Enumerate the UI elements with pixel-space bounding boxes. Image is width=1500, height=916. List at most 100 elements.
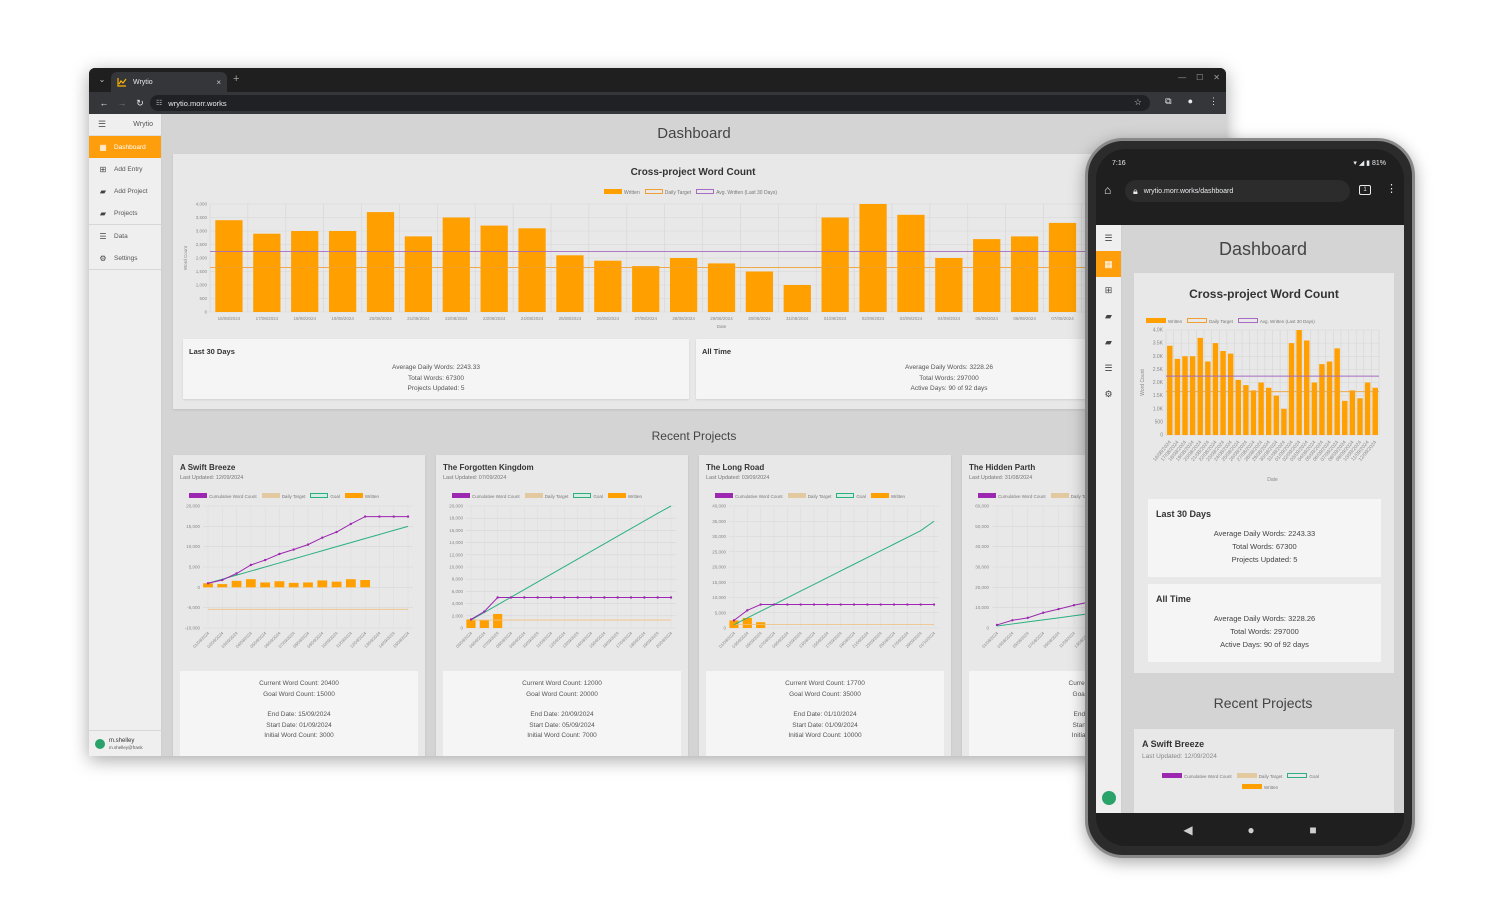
svg-text:Word Count: Word Count <box>183 245 188 270</box>
mobile-recent-projects-heading: Recent Projects <box>1213 695 1313 711</box>
svg-text:21/08/2024: 21/08/2024 <box>407 316 430 321</box>
project-last-updated: Last Updated: 12/09/2024 <box>1142 753 1217 760</box>
legend-written[interactable]: Written <box>607 493 642 499</box>
new-tab-button[interactable]: + <box>233 73 240 85</box>
profile-icon[interactable]: ● <box>1187 96 1193 106</box>
legend-goal[interactable]: Goal <box>573 493 603 499</box>
legend-written[interactable]: Written <box>344 493 379 499</box>
rail-projects-icon[interactable]: ▰ <box>1105 336 1112 347</box>
mobile-bar-chart[interactable]: 05001.0K1.5K2.0K2.5K3.0K3.5K4.0K16/08/20… <box>1134 325 1394 485</box>
svg-text:2,000: 2,000 <box>196 256 208 261</box>
svg-text:04/09/2024: 04/09/2024 <box>938 316 961 321</box>
mobile-avatar[interactable] <box>1102 791 1116 805</box>
project-line-chart[interactable]: 0 2,000 4,000 6,000 8,000 10,000 12,000 14,000 1… <box>436 500 688 670</box>
project-title: The Hidden Parth <box>969 463 1036 472</box>
project-line-chart[interactable]: 0 5,000 10,000 15,000 20,000 25,000 30,000 35,0… <box>699 500 951 670</box>
project-legend: Cumulative Word Count Daily Target Goal … <box>715 493 905 499</box>
svg-text:50,000: 50,000 <box>975 524 989 529</box>
mobile-url-bar[interactable]: 🔒︎ wrytio.morr.works/dashboard <box>1125 180 1350 202</box>
legend-cumulative[interactable]: Cumulative Word Count <box>978 493 1046 499</box>
url-text: wrytio.morr.works <box>168 98 227 108</box>
legend-avg-written[interactable]: Avg. Written (Last 30 Days) <box>696 189 777 196</box>
svg-text:18,000: 18,000 <box>449 516 463 521</box>
back-icon[interactable]: ← <box>99 98 109 108</box>
browser-tab[interactable]: Wrytio × <box>111 72 227 92</box>
legend-daily-target[interactable]: Daily Target <box>524 493 568 499</box>
bookmark-star-icon[interactable]: ☆ <box>1133 97 1142 107</box>
legend-cumulative[interactable]: Cumulative Word Count <box>189 493 257 499</box>
initial-word-count: Initial Word Count: 3000 <box>264 732 334 739</box>
rail-settings-icon[interactable]: ⚙ <box>1104 388 1113 399</box>
sidebar-item-data[interactable]: ☰ Data <box>89 225 161 247</box>
svg-text:10,000: 10,000 <box>449 565 463 570</box>
maximize-icon[interactable]: ☐ <box>1196 73 1204 82</box>
site-info-icon[interactable]: ☷ <box>156 100 163 107</box>
nav-recents-icon[interactable]: ■ <box>1309 822 1317 837</box>
minimize-icon[interactable]: — <box>1178 73 1187 82</box>
collapse-menu-icon[interactable]: ☰ <box>98 119 107 129</box>
legend-daily-target[interactable]: Daily Target <box>787 493 831 499</box>
sidebar-item-dashboard[interactable]: ▦ Dashboard <box>89 136 161 158</box>
legend-written[interactable]: Written <box>870 493 905 499</box>
user-name: m.shelley <box>109 738 135 744</box>
project-card[interactable]: The Forgotten Kingdom Last Updated: 07/0… <box>436 455 688 756</box>
svg-text:15,000: 15,000 <box>186 524 200 529</box>
legend-goal[interactable]: Goal <box>836 493 866 499</box>
legend-cumulative[interactable]: Cumulative Word Count <box>715 493 783 499</box>
main-content: Dashboard Cross-project Word Count Writt… <box>162 114 1226 756</box>
project-line-chart[interactable]: -10,000-5,00005,00010,00015,00020,00001/… <box>173 500 425 670</box>
rail-data-icon[interactable]: ☰ <box>1104 362 1113 373</box>
home-icon[interactable]: ⌂ <box>1104 183 1112 197</box>
extensions-icon[interactable]: ⧉ <box>1165 96 1172 106</box>
legend-daily-target[interactable]: Daily Target <box>1187 318 1233 324</box>
close-window-icon[interactable]: ✕ <box>1213 73 1220 82</box>
end-date: End Date: 15/09/2024 <box>267 711 331 718</box>
legend-written[interactable]: Written <box>604 189 640 196</box>
rail-add-project-icon[interactable]: ▰ <box>1105 310 1112 321</box>
legend-cumulative[interactable]: Cumulative Word Count <box>452 493 520 499</box>
app-name: Wrytio <box>133 121 153 128</box>
initial-word-count: Initial Word Count: 7000 <box>527 732 597 739</box>
svg-text:4,000: 4,000 <box>196 202 208 207</box>
sidebar-item-add-project[interactable]: ▰ Add Project <box>89 180 161 202</box>
svg-text:10,000: 10,000 <box>186 544 200 549</box>
legend-daily-target[interactable]: Daily Target <box>1050 493 1094 499</box>
nav-back-icon[interactable]: ◀ <box>1183 822 1193 837</box>
legend-daily-target[interactable]: Daily Target <box>644 189 691 196</box>
legend-goal[interactable]: Goal <box>310 493 340 499</box>
url-bar[interactable]: ☷ wrytio.morr.works ☆ <box>150 95 1150 111</box>
project-card[interactable]: A Swift Breeze Last Updated: 12/09/2024 … <box>173 455 425 756</box>
desktop-browser-window: ⌄ Wrytio × + — ☐ ✕ ← → ↻ ☷ wrytio.morr.w… <box>89 68 1226 756</box>
expand-menu-icon[interactable]: ☰ <box>1104 232 1113 243</box>
svg-text:20,000: 20,000 <box>186 504 200 509</box>
mobile-menu-kebab-icon[interactable]: ⋮ <box>1386 183 1397 195</box>
legend-avg-written[interactable]: Avg. Written (Last 30 Days) <box>1237 318 1315 324</box>
avg-daily-words: Average Daily Words: 3228.26 <box>1213 614 1316 623</box>
svg-text:25,000: 25,000 <box>712 549 726 554</box>
svg-text:07/09/2024: 07/09/2024 <box>1051 316 1074 321</box>
legend-written[interactable]: Written <box>1146 318 1182 324</box>
end-date: End Date: 20/09/2024 <box>530 711 594 718</box>
svg-text:3.0K: 3.0K <box>1153 354 1164 360</box>
svg-text:20,000: 20,000 <box>712 565 726 570</box>
user-profile[interactable]: m.shelley m.shelley@frank <box>89 730 162 756</box>
cross-project-bar-chart[interactable]: 0 500 1,000 1,500 2,000 2,500 3,000 3,500 4,000 1… <box>173 194 1226 329</box>
rail-dashboard-icon[interactable]: ▦ <box>1096 251 1121 277</box>
svg-text:16/08/2024: 16/08/2024 <box>218 316 241 321</box>
svg-text:-5,000: -5,000 <box>187 605 200 610</box>
sidebar-item-add-entry[interactable]: ⊞ Add Entry <box>89 158 161 180</box>
svg-text:1.0K: 1.0K <box>1153 406 1164 412</box>
nav-home-icon[interactable]: ● <box>1247 822 1255 837</box>
tab-search-chevron-icon[interactable]: ⌄ <box>98 75 106 84</box>
menu-kebab-icon[interactable]: ⋮ <box>1209 96 1218 106</box>
sidebar-item-settings[interactable]: ⚙ Settings <box>89 247 161 269</box>
tab-switcher-button[interactable]: 1 <box>1359 185 1371 195</box>
reload-icon[interactable]: ↻ <box>136 97 144 108</box>
legend-daily-target[interactable]: Daily Target <box>261 493 305 499</box>
svg-text:25/08/2024: 25/08/2024 <box>559 316 582 321</box>
forward-icon[interactable]: → <box>117 98 127 108</box>
rail-add-entry-icon[interactable]: ⊞ <box>1104 284 1113 295</box>
sidebar-item-projects[interactable]: ▰ Projects <box>89 202 161 224</box>
close-tab-icon[interactable]: × <box>216 77 221 87</box>
project-card[interactable]: The Long Road Last Updated: 03/09/2024 C… <box>699 455 951 756</box>
